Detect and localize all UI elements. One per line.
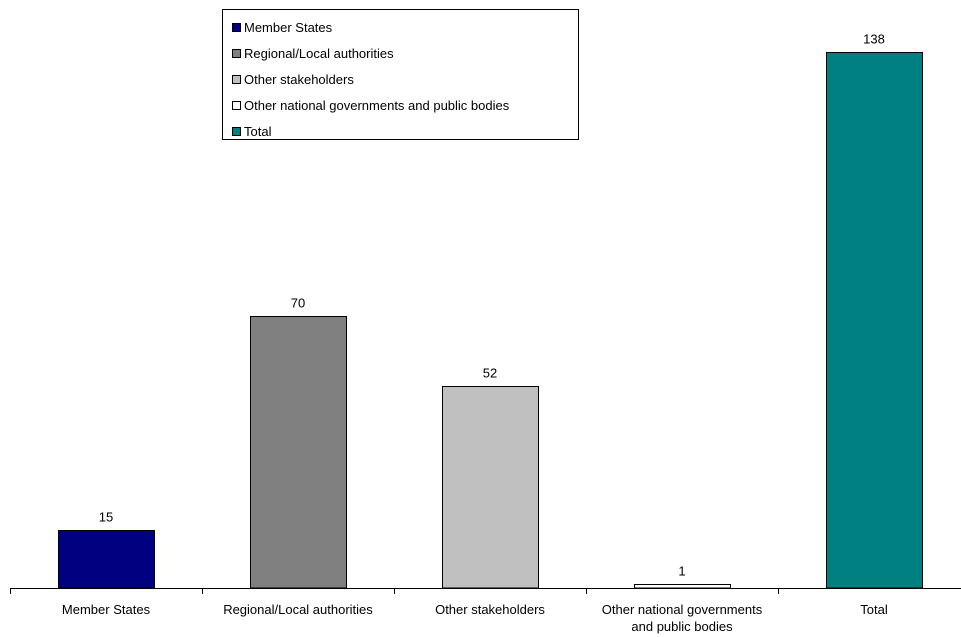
legend-swatch [232, 22, 241, 32]
value-label-member-states: 15 [99, 510, 113, 525]
chart-legend: Member States Regional/Local authorities O… [222, 9, 579, 140]
value-labels-group: 15 70 52 1 138 [99, 32, 885, 579]
bar-other-national-governments-and-public-bodies [634, 584, 731, 589]
value-label-other-national-governments-and-public-bodies: 1 [678, 564, 685, 579]
bar-other-stakeholders [442, 386, 539, 589]
bar-regional-local-authorities [250, 316, 347, 589]
legend-label: Member States [244, 19, 333, 35]
legend-swatch [232, 48, 241, 58]
x-tick-label-total: Total [860, 602, 888, 617]
x-tick-label-member-states: Member States [62, 602, 151, 617]
legend-item-other-stakeholders: Other stakeholders [232, 68, 578, 90]
legend-item-regional-local-authorities: Regional/Local authorities [232, 42, 578, 64]
x-tick-label-other-stakeholders: Other stakeholders [435, 602, 545, 617]
bars-group [58, 52, 923, 589]
legend-swatch [232, 74, 241, 84]
legend-label: Regional/Local authorities [244, 45, 394, 61]
legend-item-member-states: Member States [232, 16, 578, 38]
x-tick-labels-group: Member States Regional/Local authorities O… [62, 602, 888, 634]
legend-label: Other stakeholders [244, 71, 354, 87]
bar-member-states [58, 530, 155, 589]
legend-label: Total [244, 123, 272, 139]
value-label-regional-local-authorities: 70 [291, 296, 305, 311]
value-label-total: 138 [863, 32, 885, 47]
legend-swatch [232, 100, 241, 110]
legend-swatch [232, 126, 241, 136]
x-ticks-group [10, 588, 779, 594]
legend-item-other-national-governments-and-public-bodies: Other national governments and public bo… [232, 94, 578, 116]
bar-total [826, 52, 923, 589]
value-label-other-stakeholders: 52 [483, 366, 497, 381]
x-tick-label-regional-local-authorities: Regional/Local authorities [223, 602, 373, 617]
legend-item-total: Total [232, 120, 578, 142]
legend-label: Other national governments and public bo… [244, 97, 510, 113]
x-tick-label-other-national-governments-and-public-bodies: Other national governments and public bod… [602, 602, 763, 634]
